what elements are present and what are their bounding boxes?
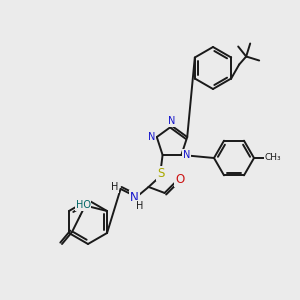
Text: H: H xyxy=(111,182,118,192)
Text: N: N xyxy=(183,150,190,160)
Text: N: N xyxy=(168,116,176,126)
Text: N: N xyxy=(130,191,139,204)
Text: H: H xyxy=(136,201,143,211)
Text: O: O xyxy=(175,173,184,186)
Text: HO: HO xyxy=(76,200,91,210)
Text: CH₃: CH₃ xyxy=(265,154,281,163)
Text: N: N xyxy=(148,132,155,142)
Text: S: S xyxy=(157,167,164,180)
